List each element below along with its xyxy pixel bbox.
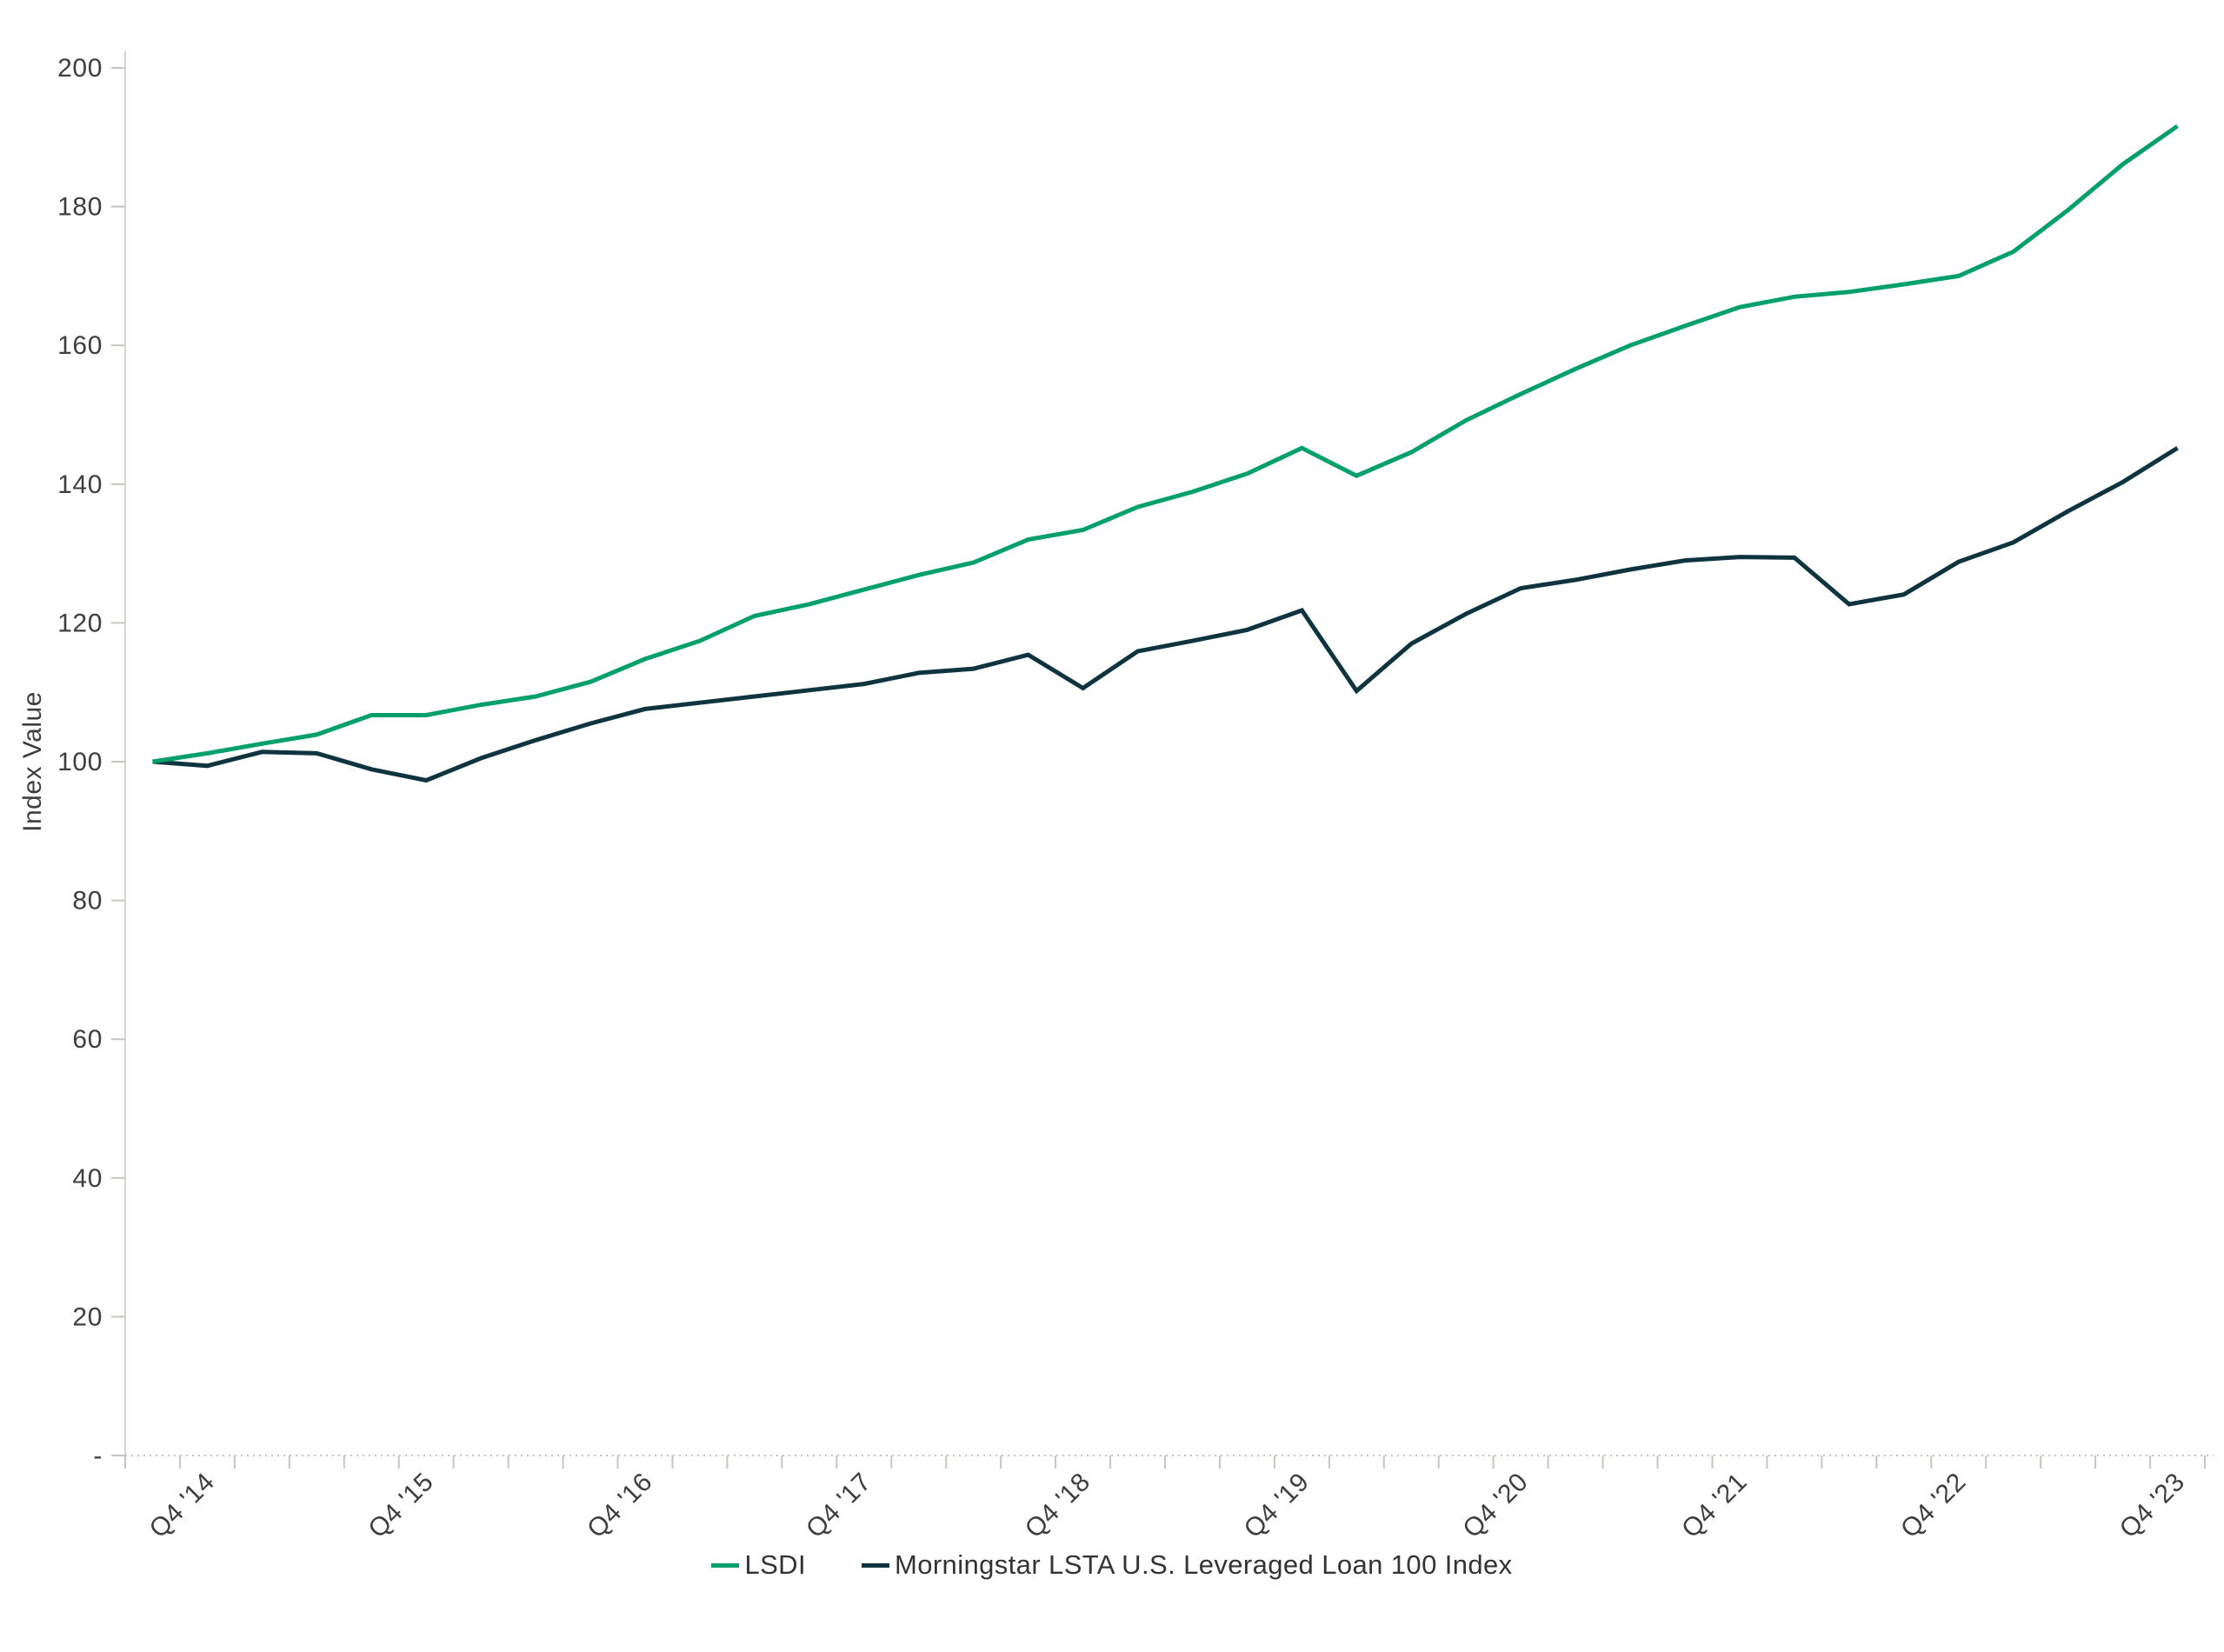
y-axis-tick-label: 200 (57, 54, 103, 83)
x-axis-tick-label: Q4 '20 (1457, 1468, 1534, 1544)
y-axis-tick-label: 120 (57, 609, 103, 637)
legend: LSDI Morningstar LSTA U.S. Leveraged Loa… (0, 1549, 2224, 1581)
y-axis-tick-label: 100 (57, 748, 103, 776)
y-axis-tick-label: 40 (72, 1164, 103, 1193)
x-axis-tick-label: Q4 '15 (363, 1468, 439, 1544)
y-axis-tick-label: 20 (72, 1302, 103, 1331)
legend-item-benchmark: Morningstar LSTA U.S. Leveraged Loan 100… (861, 1549, 1513, 1581)
x-axis-tick-label: Q4 '23 (2114, 1468, 2191, 1544)
lsdi-line-swatch (711, 1562, 740, 1568)
legend-item-lsdi: LSDI (711, 1549, 806, 1581)
x-axis-tick-label: Q4 '22 (1895, 1468, 1972, 1544)
x-axis-tick-label: Q4 '17 (801, 1468, 877, 1544)
lsdi-legend-label: LSDI (744, 1549, 806, 1580)
benchmark-legend-label: Morningstar LSTA U.S. Leveraged Loan 100… (894, 1549, 1513, 1580)
x-axis-tick-label: Q4 '16 (582, 1468, 658, 1544)
benchmark-line-swatch (861, 1562, 889, 1568)
y-axis-tick-label: 60 (72, 1025, 103, 1054)
lsdi-series-line (152, 123, 2179, 764)
y-axis-tick-label: 140 (57, 470, 103, 499)
y-axis-tick-label: 80 (72, 887, 103, 916)
y-axis-tick-label: - (93, 1442, 103, 1470)
y-axis-title: Index Value (18, 691, 47, 832)
x-axis-tick-label: Q4 '19 (1239, 1468, 1315, 1544)
x-axis-tick-label: Q4 '18 (1020, 1468, 1096, 1544)
x-axis-tick-label: Q4 '21 (1676, 1468, 1753, 1544)
y-axis-tick-label: 160 (57, 331, 103, 360)
benchmark-series-line (152, 446, 2179, 783)
y-axis-tick-label: 180 (57, 193, 103, 222)
x-axis-tick-label: Q4 '14 (144, 1468, 221, 1544)
